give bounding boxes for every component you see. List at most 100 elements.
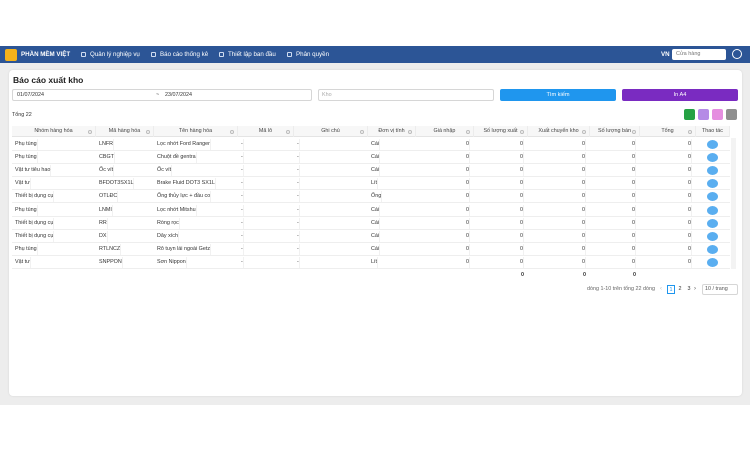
column-header[interactable]: Tổng (640, 126, 696, 137)
table-cell: 0 (416, 204, 470, 216)
date-range[interactable] (12, 89, 312, 101)
view-button[interactable] (707, 257, 718, 267)
warehouse-select[interactable] (318, 89, 494, 101)
table-cell: - (297, 243, 300, 255)
table-cell: 0 (528, 256, 586, 268)
column-header[interactable]: Số lượng xuất (474, 126, 528, 137)
column-header[interactable]: Tên hàng hóa (154, 126, 238, 137)
table-cell: 0 (416, 191, 470, 203)
column-header[interactable]: Mã hàng hóa (96, 126, 154, 137)
column-header[interactable]: Nhóm hàng hóa (12, 126, 96, 137)
scrollbar[interactable] (731, 138, 736, 269)
store-input[interactable]: Cửa hàng (672, 49, 726, 60)
table-cell: 0 (528, 230, 586, 242)
table-cell: 0 (474, 243, 524, 255)
filter-icon[interactable] (88, 129, 92, 134)
page-size-select[interactable]: 10 / trang (702, 284, 738, 295)
table-cell: - (297, 152, 300, 164)
filter-icon[interactable] (688, 129, 692, 134)
filter-icon[interactable] (146, 129, 150, 134)
table-cell: Vật tư tiêu hao (15, 165, 52, 177)
menu-item[interactable]: Thiết lập ban đầu (228, 51, 276, 58)
filter-icon[interactable] (408, 129, 412, 134)
table-cell: 0 (416, 139, 470, 150)
menu-item[interactable]: Phân quyền (296, 51, 330, 58)
view-button[interactable] (707, 205, 718, 215)
table-cell: Lít (371, 178, 378, 190)
table-cell: - (297, 256, 300, 268)
filter-icon[interactable] (360, 129, 364, 134)
table-cell: Phụ tùng (15, 243, 38, 255)
table-cell: 0 (590, 243, 636, 255)
table-cell: 0 (474, 139, 524, 150)
table-cell: OTLĐC (99, 191, 119, 203)
filter-icon[interactable] (230, 129, 234, 134)
table-cell: LNFR (99, 139, 115, 150)
table-cell: 0 (640, 217, 692, 229)
table-cell: Phụ tùng (15, 204, 38, 216)
table-cell: - (297, 217, 300, 229)
view-button[interactable] (707, 218, 718, 228)
menu-item[interactable]: Báo cáo thống kê (160, 51, 209, 58)
table-cell: Rô tuyn lái ngoài Getz (157, 243, 212, 255)
toolbar-button[interactable] (698, 109, 709, 120)
view-button[interactable] (707, 244, 718, 254)
table-cell: Phụ tùng (15, 139, 38, 150)
prev-page[interactable]: ‹ (660, 286, 662, 292)
table-cell: 0 (590, 230, 636, 242)
column-header[interactable]: Đơn vị tính (368, 126, 416, 137)
logo[interactable] (5, 49, 17, 61)
date-from[interactable]: 01/07/2024 (17, 92, 44, 98)
next-page[interactable]: › (694, 286, 696, 292)
filter-icon[interactable] (632, 129, 636, 134)
table-cell: - (241, 204, 244, 216)
menu-item[interactable]: Quản lý nghiệp vụ (90, 51, 140, 58)
page-link[interactable]: 2 (678, 286, 682, 292)
table-row (12, 204, 730, 217)
table-cell: - (297, 191, 300, 203)
toolbar-button[interactable] (726, 109, 737, 120)
brand[interactable]: PHẦN MỀM VIỆT (21, 51, 71, 58)
table-cell: - (297, 139, 300, 150)
table-cell: Sơn Nippon (157, 256, 187, 268)
column-header[interactable]: Ghi chú (294, 126, 368, 137)
column-header[interactable]: Số lượng bán (590, 126, 640, 137)
table-cell: Ròng rọc (157, 217, 180, 229)
table-cell: DX (99, 230, 108, 242)
filter-icon[interactable] (582, 129, 586, 134)
view-button[interactable] (707, 179, 718, 189)
view-button[interactable] (707, 231, 718, 241)
table-cell: RTLNCZ (99, 243, 122, 255)
view-button[interactable] (707, 192, 718, 202)
date-to[interactable]: 23/07/2024 (165, 92, 192, 98)
print-button[interactable]: In A4 (622, 89, 738, 101)
table-cell: 0 (528, 217, 586, 229)
table-cell: Ốc vít (157, 165, 173, 177)
toolbar-button[interactable] (712, 109, 723, 120)
warehouse-placeholder[interactable]: Kho (322, 92, 332, 98)
view-button[interactable] (707, 140, 718, 149)
page-link[interactable]: 3 (687, 286, 691, 292)
table-cell: Lít (371, 256, 378, 268)
filter-icon[interactable] (520, 129, 524, 134)
table-cell: Cái (371, 165, 381, 177)
table-cell: Lọc nhớt Ford Ranger (157, 139, 211, 150)
view-button[interactable] (707, 153, 718, 163)
table-cell: Cái (371, 204, 381, 216)
table-cell: 0 (528, 178, 586, 190)
report-card (9, 70, 742, 396)
toolbar-button[interactable] (684, 109, 695, 120)
table-row (12, 243, 730, 256)
view-button[interactable] (707, 166, 718, 176)
column-header[interactable]: Mã lô (238, 126, 294, 137)
user-icon[interactable] (732, 49, 742, 59)
page-link[interactable]: 1 (667, 285, 675, 294)
column-header[interactable]: Xuất chuyển kho (528, 126, 590, 137)
filter-icon[interactable] (466, 129, 470, 134)
table-cell: 0 (590, 152, 636, 164)
search-button[interactable]: Tìm kiếm (500, 89, 616, 101)
filter-icon[interactable] (286, 129, 290, 134)
table-cell: 0 (416, 178, 470, 190)
column-header[interactable]: Giá nhập (416, 126, 474, 137)
language[interactable]: VN (661, 51, 670, 58)
